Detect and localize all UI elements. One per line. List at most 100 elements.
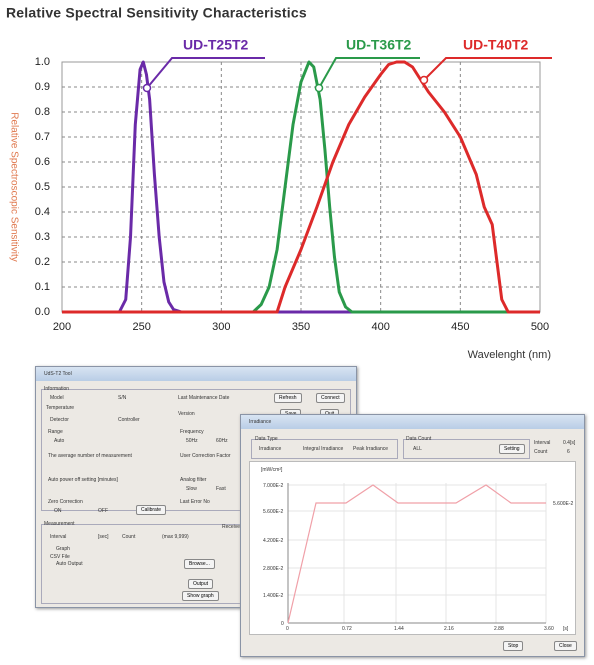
label: Information bbox=[44, 386, 70, 392]
radio[interactable]: ALL bbox=[413, 446, 422, 452]
button[interactable]: Stop bbox=[503, 641, 524, 651]
label: CSV File bbox=[50, 554, 70, 560]
label: Data Type bbox=[255, 436, 278, 442]
x-tick-label: 1.44 bbox=[394, 626, 404, 632]
x-tick-label: 300 bbox=[212, 321, 230, 333]
y-tick-label: 5.600E-2 bbox=[263, 509, 284, 515]
x-tick-label: 350 bbox=[292, 321, 310, 333]
y-tick-label: 0.9 bbox=[35, 81, 50, 93]
legend-marker bbox=[419, 75, 429, 85]
y-tick-label: 1.400E-2 bbox=[263, 593, 284, 599]
label: S/N bbox=[118, 395, 127, 401]
y-tick-label: 1.0 bbox=[35, 56, 50, 68]
label: Count bbox=[534, 449, 548, 455]
label: Version bbox=[178, 411, 195, 417]
x-tick-label: 0 bbox=[286, 626, 289, 632]
button[interactable]: Browse... bbox=[184, 559, 215, 569]
button[interactable]: Output bbox=[188, 579, 214, 589]
radio[interactable]: OFF bbox=[98, 508, 108, 514]
label: Last Error No bbox=[180, 499, 210, 505]
y-tick-label: 0 bbox=[281, 621, 284, 627]
label: Range bbox=[48, 429, 63, 435]
legend-label: UD-T40T2 bbox=[463, 37, 529, 53]
label: Detector bbox=[50, 417, 69, 423]
y-tick-label: 0.4 bbox=[35, 206, 50, 218]
y-tick-label: 0.2 bbox=[35, 256, 50, 268]
label: Analog filter bbox=[180, 477, 207, 483]
label: Zero Correction bbox=[48, 499, 83, 505]
y-tick-label: 0.8 bbox=[35, 106, 50, 118]
label: (max 9,999) bbox=[162, 534, 189, 540]
y-tick-label: 2.800E-2 bbox=[263, 566, 284, 572]
series-line bbox=[62, 60, 540, 314]
axis-unit: [mW/cm²] bbox=[261, 467, 283, 473]
label: User Correction Factor bbox=[180, 453, 231, 459]
radio[interactable]: Auto bbox=[54, 438, 65, 444]
button[interactable]: Refresh bbox=[274, 393, 302, 403]
x-tick-label: 400 bbox=[371, 321, 389, 333]
series-line bbox=[62, 60, 540, 314]
chart: Relative Spectral Sensitivity Characteri… bbox=[6, 5, 552, 361]
checkbox[interactable]: Graph bbox=[56, 546, 70, 552]
button[interactable]: Close bbox=[554, 641, 577, 651]
button[interactable]: Show graph bbox=[182, 591, 219, 601]
radio[interactable]: ON bbox=[54, 508, 62, 514]
legend-leader bbox=[423, 57, 552, 81]
x-tick-label: 500 bbox=[531, 321, 549, 333]
value: 0.4[s] bbox=[563, 440, 576, 446]
legend: UD-T25T2 UD-T36T2 UD-T40T2 bbox=[142, 37, 552, 93]
legend-leader bbox=[318, 57, 420, 89]
x-tick-label: 250 bbox=[132, 321, 150, 333]
x-tick-label: 3.60 bbox=[544, 626, 554, 632]
button[interactable]: Connect bbox=[316, 393, 345, 403]
radio[interactable]: 50Hz bbox=[186, 438, 198, 444]
x-tick-label: 200 bbox=[53, 321, 71, 333]
label: Received bbox=[222, 524, 243, 530]
label: Interval bbox=[534, 440, 551, 446]
label: Interval bbox=[50, 534, 67, 540]
label: Last Maintenance Date bbox=[178, 395, 230, 401]
value-label: 5.600E-2 bbox=[553, 501, 574, 507]
label: The average number of measurement bbox=[48, 453, 132, 459]
x-tick-label: 0.72 bbox=[342, 626, 352, 632]
radio[interactable]: Irradiance bbox=[259, 446, 282, 452]
radio[interactable]: Fast bbox=[216, 486, 226, 492]
label: Frequency bbox=[180, 429, 204, 435]
label: Data Count bbox=[406, 436, 432, 442]
y-tick-label: 0.1 bbox=[35, 281, 50, 293]
button[interactable]: Calibrate bbox=[136, 505, 167, 515]
button[interactable]: Setting bbox=[499, 444, 525, 454]
label: Controller bbox=[118, 417, 140, 423]
chart-title: Relative Spectral Sensitivity Characteri… bbox=[6, 5, 307, 21]
label: Count bbox=[122, 534, 136, 540]
window-title: Irradiance bbox=[249, 419, 272, 425]
checkbox[interactable]: Auto Output bbox=[56, 561, 83, 567]
mini-chart bbox=[287, 483, 547, 624]
radio[interactable]: Peak Irradiance bbox=[353, 446, 389, 452]
y-tick-label: 0.3 bbox=[35, 231, 50, 243]
value: 6 bbox=[567, 449, 570, 455]
irradiance-window: Irradiance Data Type Irradiance Integral… bbox=[240, 414, 585, 657]
y-tick-label: 0.0 bbox=[35, 306, 50, 318]
legend-label: UD-T36T2 bbox=[346, 37, 412, 53]
legend-leader bbox=[146, 57, 265, 89]
x-tick-label: 2.88 bbox=[494, 626, 504, 632]
label: [sec] bbox=[98, 534, 109, 540]
legend-marker bbox=[142, 83, 152, 93]
legend-marker bbox=[314, 83, 324, 93]
x-tick-label: 2.16 bbox=[444, 626, 454, 632]
y-tick-label: 0.6 bbox=[35, 156, 50, 168]
y-tick-label: 0.7 bbox=[35, 131, 50, 143]
label: Measurement bbox=[44, 521, 75, 527]
x-axis-unit: [s] bbox=[563, 626, 569, 632]
y-axis-label: Relative Spectroscopic Sensitivity bbox=[8, 112, 19, 262]
y-tick-label: 4.200E-2 bbox=[263, 538, 284, 544]
y-tick-label: 0.5 bbox=[35, 181, 50, 193]
x-tick-label: 450 bbox=[451, 321, 469, 333]
radio[interactable]: Slow bbox=[186, 486, 197, 492]
label: Temperature bbox=[46, 405, 75, 411]
radio[interactable]: 60Hz bbox=[216, 438, 228, 444]
x-axis-label: Wavelenght (nm) bbox=[468, 349, 551, 361]
radio[interactable]: Integral Irradiance bbox=[303, 446, 344, 452]
